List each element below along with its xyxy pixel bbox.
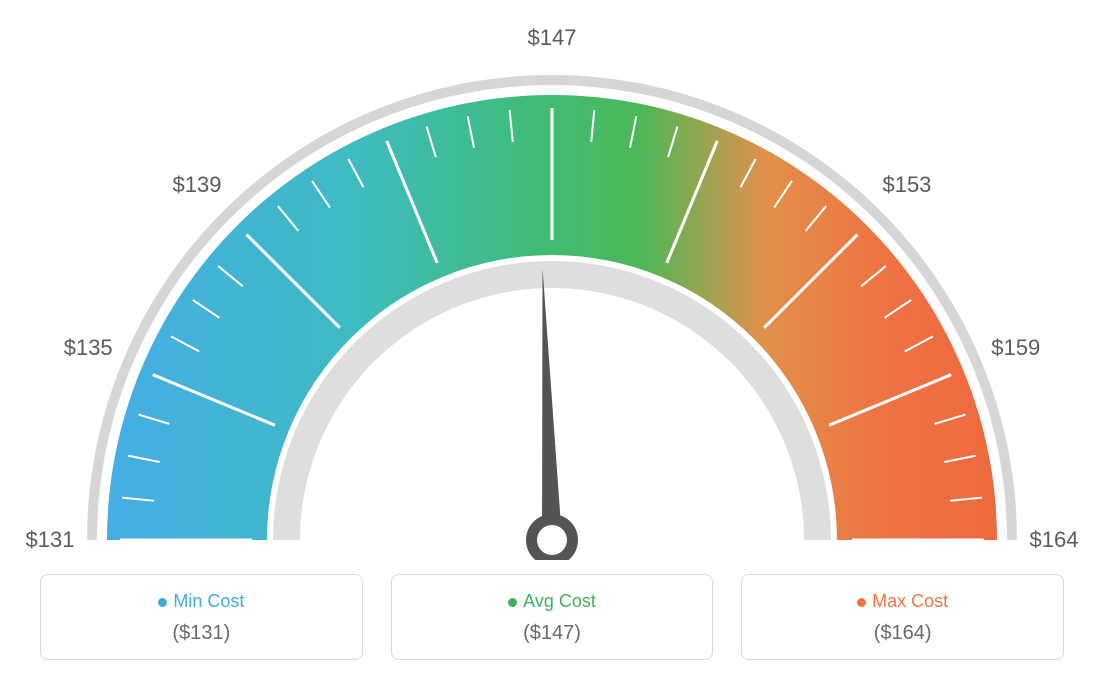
card-avg-value: ($147): [404, 622, 701, 645]
gauge-tick-label: $131: [26, 527, 75, 553]
gauge-area: $131 $135 $139 $147 $153 $159 $164: [0, 0, 1104, 560]
dot-icon: [857, 598, 866, 607]
cost-gauge-widget: $131 $135 $139 $147 $153 $159 $164 Min Cost ($…: [0, 0, 1104, 690]
gauge-tick-label: $135: [64, 335, 113, 361]
card-avg-title: Avg Cost: [404, 591, 701, 612]
gauge-tick-label: $153: [882, 172, 931, 198]
card-max-cost: Max Cost ($164): [741, 574, 1064, 660]
gauge-tick-label: $147: [528, 25, 577, 51]
card-avg-label: Avg Cost: [523, 591, 596, 611]
card-min-label: Min Cost: [173, 591, 244, 611]
card-avg-cost: Avg Cost ($147): [391, 574, 714, 660]
gauge-tick-label: $164: [1030, 527, 1079, 553]
dot-icon: [158, 598, 167, 607]
card-max-label: Max Cost: [872, 591, 948, 611]
card-min-value: ($131): [53, 622, 350, 645]
card-min-cost: Min Cost ($131): [40, 574, 363, 660]
card-max-title: Max Cost: [754, 591, 1051, 612]
legend-cards: Min Cost ($131) Avg Cost ($147) Max Cost…: [40, 574, 1064, 660]
gauge-tick-label: $139: [173, 172, 222, 198]
dot-icon: [508, 598, 517, 607]
card-max-value: ($164): [754, 622, 1051, 645]
card-min-title: Min Cost: [53, 591, 350, 612]
gauge-svg: [0, 0, 1104, 560]
gauge-tick-label: $159: [991, 335, 1040, 361]
